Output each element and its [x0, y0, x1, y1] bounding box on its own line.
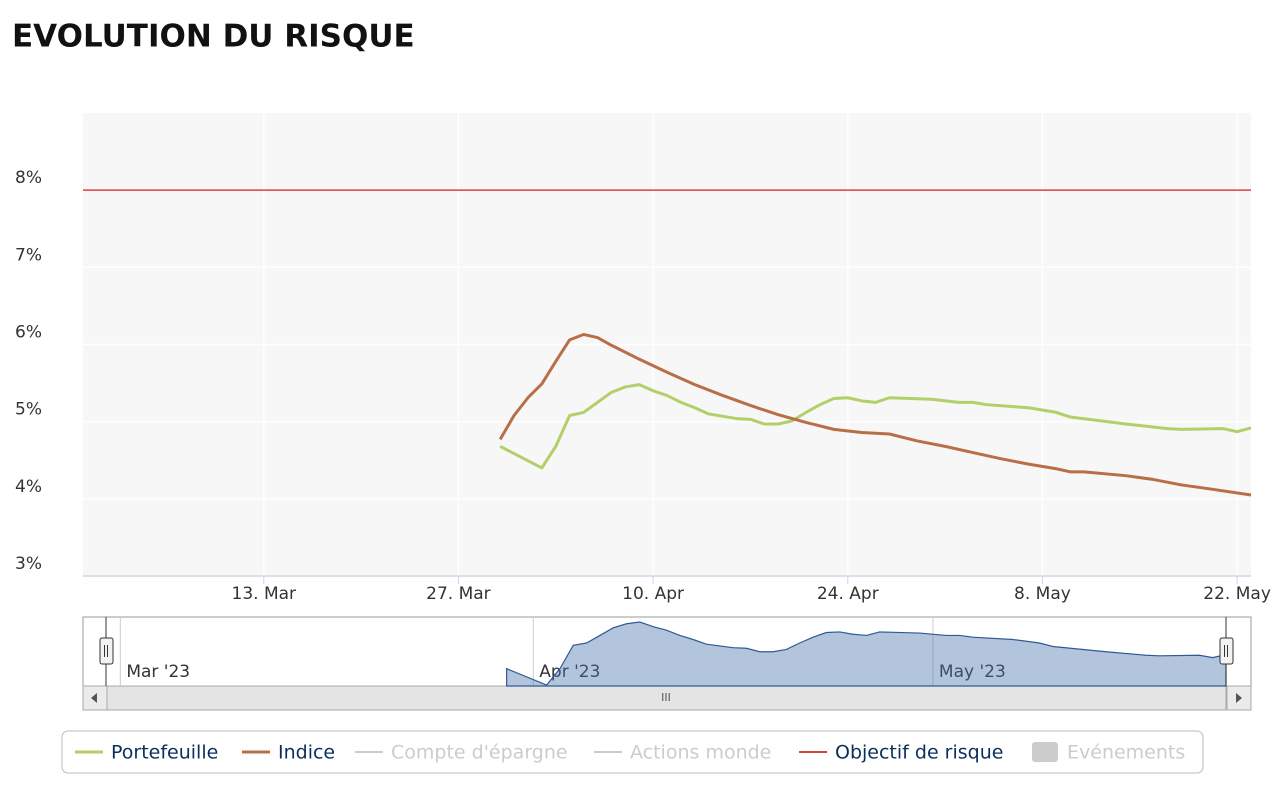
y-tick-label: 4%: [15, 477, 42, 497]
navigator-handle-grip: [104, 645, 108, 657]
legend-symbol: [1032, 742, 1058, 762]
series-line: [499, 383, 1252, 470]
legend-label[interactable]: Evénements: [1067, 742, 1185, 764]
legend-label[interactable]: Indice: [278, 742, 335, 764]
y-tick-label: 8%: [15, 168, 42, 188]
navigator-tick-label: Apr '23: [539, 662, 600, 682]
x-tick-label: 27. Mar: [426, 584, 491, 604]
x-tick-label: 10. Apr: [622, 584, 684, 604]
chart-title: EVOLUTION DU RISQUE: [12, 19, 415, 55]
y-tick-label: 5%: [15, 400, 42, 420]
x-tick-label: 8. May: [1014, 584, 1071, 604]
navigator-area: [506, 621, 1227, 687]
x-tick-label: 22. May: [1203, 584, 1271, 604]
y-tick-label: 3%: [15, 554, 42, 574]
navigator-handle-grip: [1224, 645, 1228, 657]
navigator-tick-label: Mar '23: [126, 662, 190, 682]
navigator-handle[interactable]: [99, 637, 114, 665]
legend-label[interactable]: Actions monde: [630, 742, 771, 764]
arrow-left: [91, 693, 97, 703]
legend-label[interactable]: Portefeuille: [111, 742, 218, 764]
x-tick-label: 13. Mar: [232, 584, 297, 604]
legend-label[interactable]: Objectif de risque: [835, 742, 1003, 764]
legend-label[interactable]: Compte d'épargne: [391, 742, 568, 764]
y-tick-label: 6%: [15, 323, 42, 343]
y-tick-label: 7%: [15, 245, 42, 265]
legend-box: [61, 730, 1204, 774]
arrow-right: [1236, 693, 1242, 703]
scrollbar-grip: III: [661, 691, 671, 704]
navigator-frame: [82, 616, 1252, 687]
x-tick-label: 24. Apr: [817, 584, 879, 604]
navigator-handle[interactable]: [1219, 637, 1234, 665]
series-line: [498, 332, 1252, 497]
navigator-tick-label: May '23: [939, 662, 1006, 682]
